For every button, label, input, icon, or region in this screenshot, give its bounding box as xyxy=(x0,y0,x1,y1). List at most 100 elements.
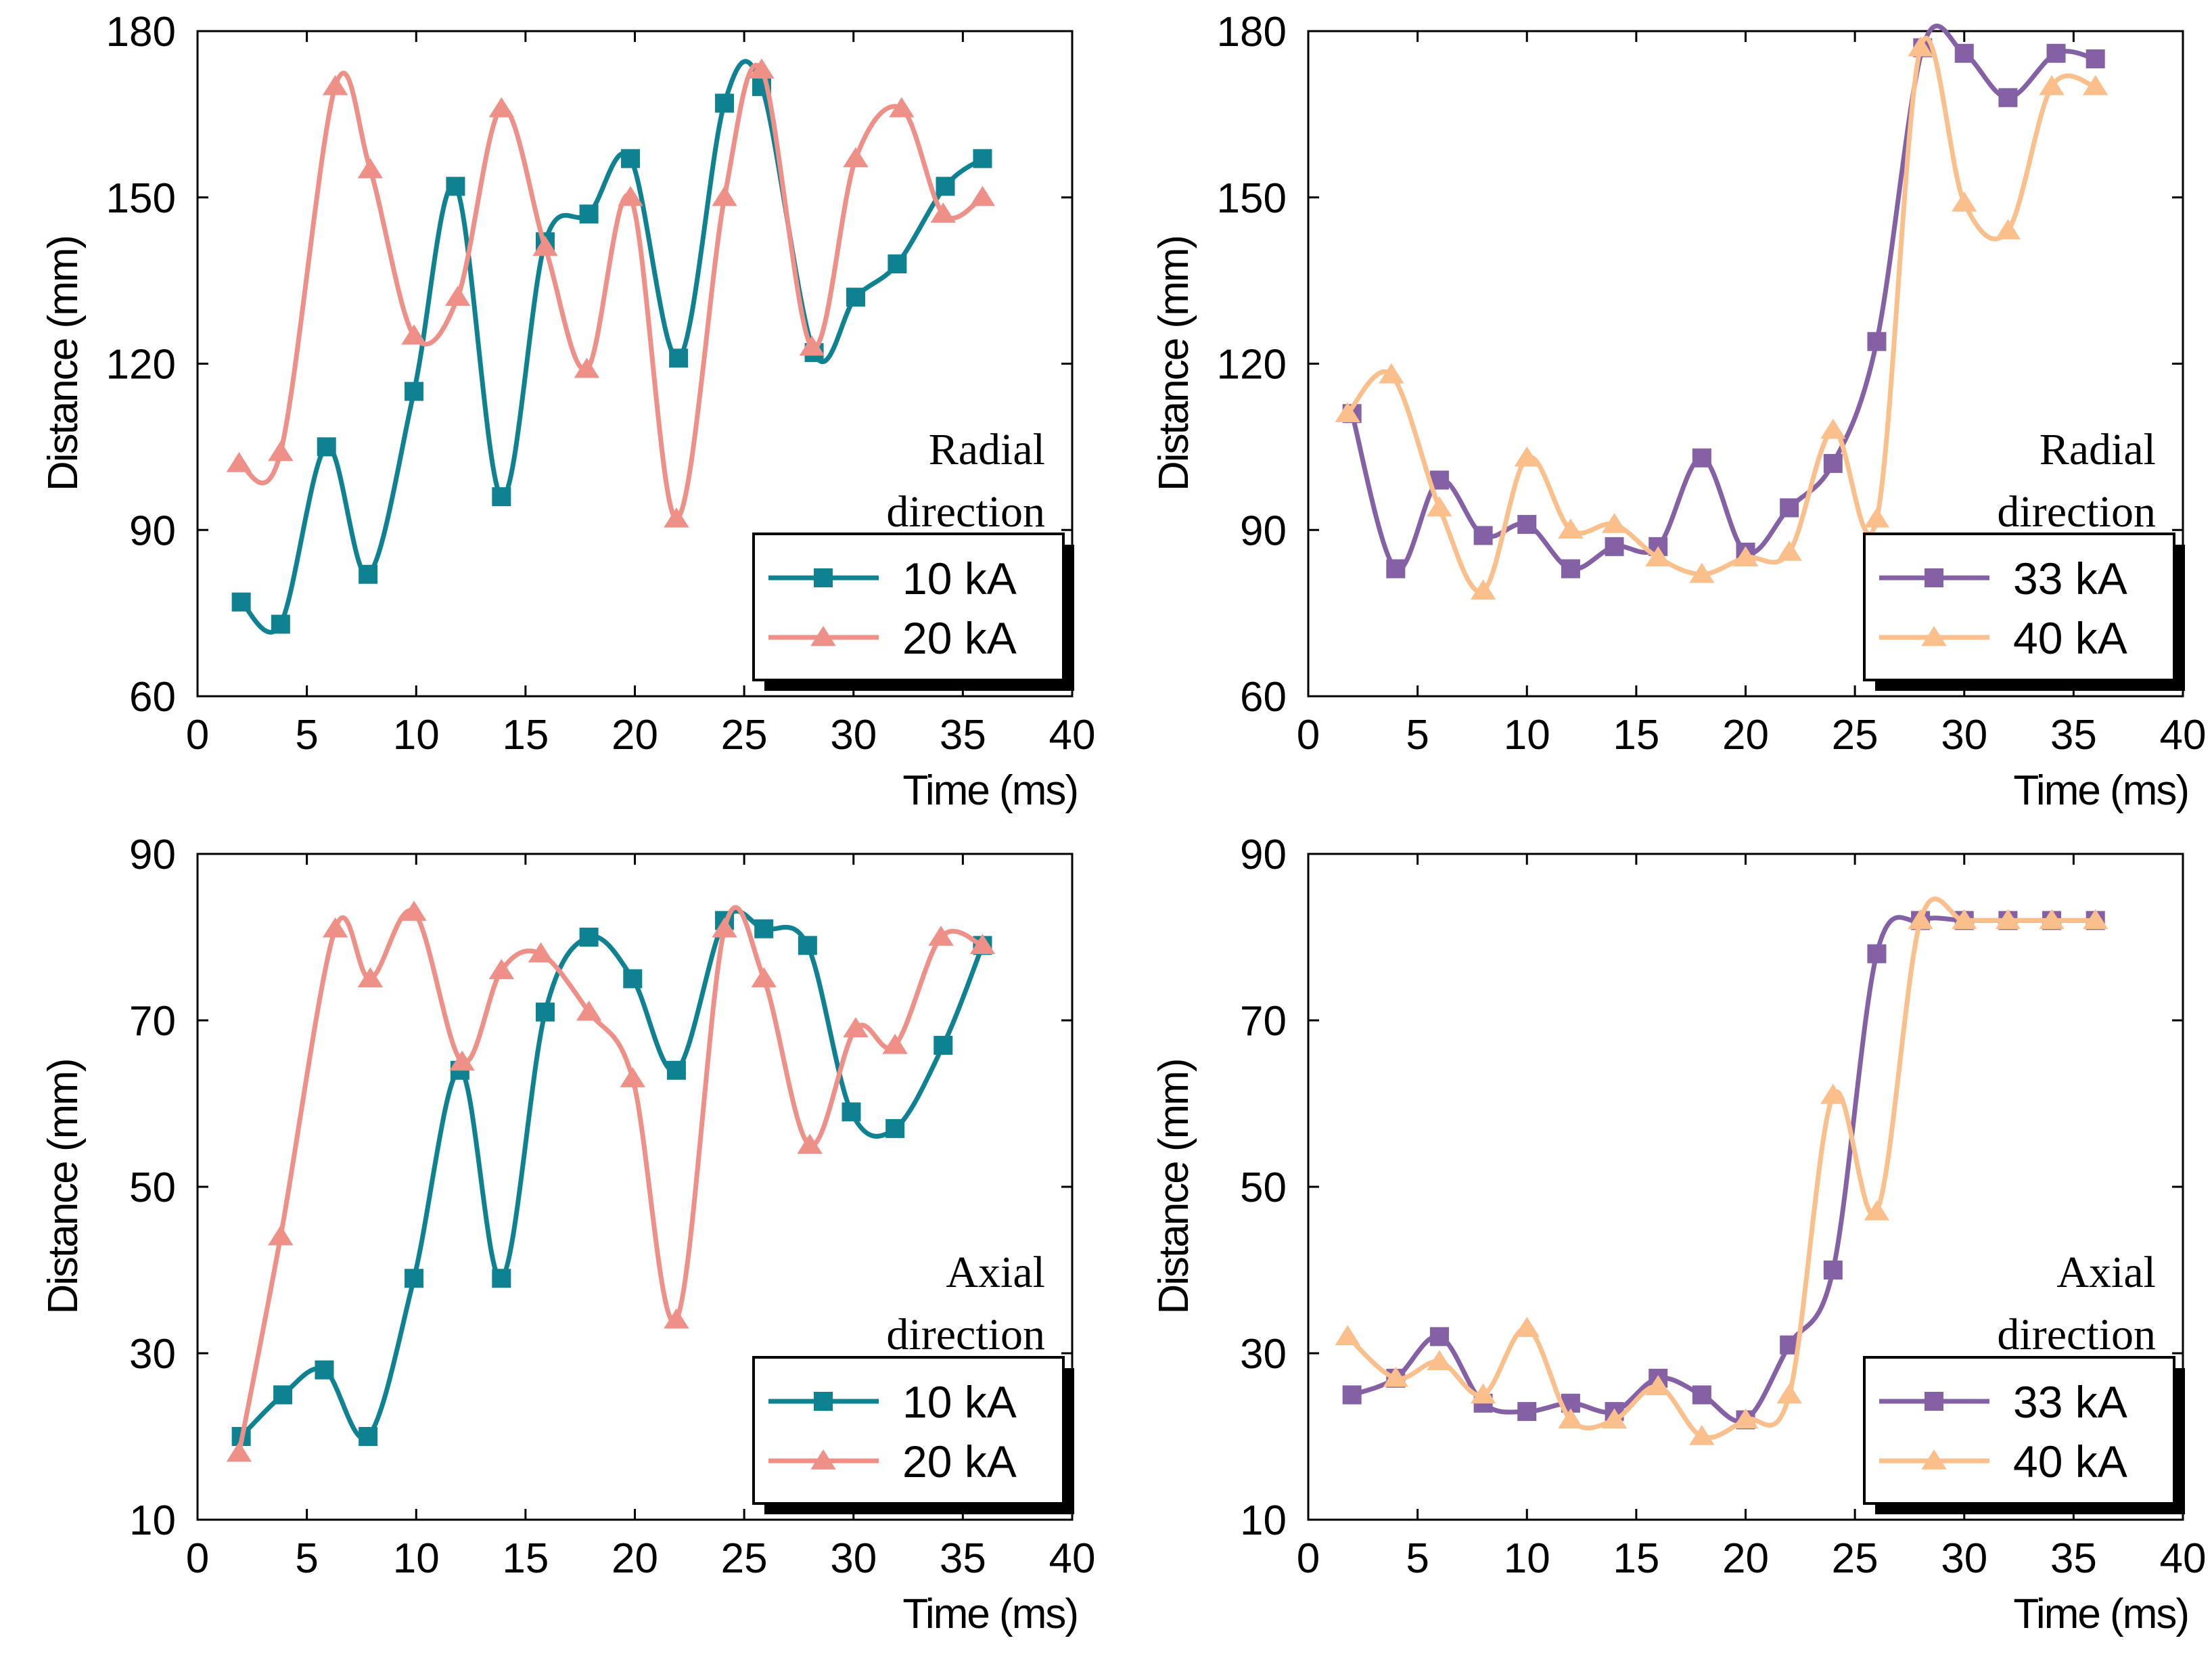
y-tick-label: 50 xyxy=(1240,1164,1287,1211)
y-tick-label: 90 xyxy=(129,832,176,878)
data-point xyxy=(1867,944,1887,964)
data-point xyxy=(799,335,825,356)
data-point xyxy=(231,592,251,612)
data-point xyxy=(754,919,774,938)
data-point xyxy=(405,382,424,401)
x-tick-label: 35 xyxy=(940,712,986,758)
data-point xyxy=(846,288,865,307)
data-point xyxy=(1470,579,1496,600)
x-tick-label: 10 xyxy=(393,712,440,758)
y-tick-label: 90 xyxy=(1240,832,1287,878)
data-point xyxy=(623,969,643,989)
x-tick-label: 30 xyxy=(1941,712,1987,758)
series-33-kA xyxy=(1342,911,2105,1430)
series-line xyxy=(1350,24,2096,572)
x-tick-label: 40 xyxy=(2160,1535,2207,1582)
data-point xyxy=(444,286,471,306)
data-point xyxy=(268,440,294,461)
data-point xyxy=(576,1000,602,1021)
x-tick-label: 40 xyxy=(1049,712,1096,758)
data-point xyxy=(1995,219,2021,240)
data-point xyxy=(2039,909,2065,930)
data-point xyxy=(2083,74,2109,95)
data-point xyxy=(1998,88,2018,108)
data-point xyxy=(574,357,600,378)
legend: 33 kA 40 kA xyxy=(1863,533,2185,691)
data-point xyxy=(1820,418,1846,439)
data-point xyxy=(712,185,737,206)
y-axis-title: Distance (mm) xyxy=(1151,1059,1197,1314)
data-point xyxy=(621,149,641,168)
x-tick-label: 20 xyxy=(1722,712,1769,758)
series-40-kA xyxy=(1335,36,2109,600)
data-point xyxy=(751,967,777,988)
legend: 33 kA 40 kA xyxy=(1863,1356,2185,1514)
data-point xyxy=(797,1133,823,1154)
data-point xyxy=(226,451,252,472)
direction-annotation: Axial direction xyxy=(1997,1248,2156,1359)
x-tick-label: 0 xyxy=(1297,1535,1320,1582)
x-tick-label: 0 xyxy=(186,712,209,758)
data-point xyxy=(1776,1383,1802,1404)
legend-marker xyxy=(1921,1449,1947,1470)
data-point xyxy=(1689,562,1715,583)
x-tick-label: 35 xyxy=(2050,712,2097,758)
x-tick-label: 5 xyxy=(295,712,318,758)
data-point xyxy=(1864,507,1890,528)
data-point xyxy=(273,1385,293,1405)
data-point xyxy=(401,324,427,345)
data-point xyxy=(930,202,956,223)
data-point xyxy=(882,1033,908,1054)
y-tick-label: 90 xyxy=(129,507,176,554)
data-point xyxy=(492,487,511,507)
data-point xyxy=(973,149,992,168)
y-tick-label: 60 xyxy=(129,674,176,721)
data-point xyxy=(446,177,465,196)
y-tick-label: 10 xyxy=(1240,1497,1287,1544)
data-point xyxy=(268,1225,294,1246)
annotation-line: direction xyxy=(886,1310,1045,1359)
annotation-line: Radial xyxy=(929,425,1045,474)
data-point xyxy=(405,1269,424,1288)
data-point xyxy=(1383,1366,1408,1387)
data-point xyxy=(715,93,735,113)
data-point xyxy=(488,959,515,979)
series-20-kA xyxy=(226,901,996,1462)
series-20-kA xyxy=(226,58,996,528)
data-point xyxy=(928,926,954,946)
data-point xyxy=(1335,402,1360,422)
y-tick-label: 180 xyxy=(1217,9,1287,55)
data-point xyxy=(1427,496,1452,517)
data-point xyxy=(1780,498,1799,518)
series-line xyxy=(1345,897,2096,1441)
data-point xyxy=(1473,526,1493,545)
data-point xyxy=(1335,1325,1360,1346)
legend-label: 40 kA xyxy=(2013,1436,2127,1487)
data-point xyxy=(1558,1408,1584,1429)
data-point xyxy=(359,564,378,584)
x-tick-label: 20 xyxy=(612,1535,658,1582)
x-tick-label: 30 xyxy=(830,1535,877,1582)
data-point xyxy=(666,1060,686,1080)
legend-label: 40 kA xyxy=(2013,613,2127,663)
series-line xyxy=(238,62,984,522)
data-point xyxy=(2083,909,2109,930)
data-point xyxy=(618,185,643,206)
data-point xyxy=(936,177,955,196)
data-point xyxy=(1692,448,1711,468)
data-point xyxy=(315,1360,334,1380)
x-tick-label: 15 xyxy=(1613,712,1659,758)
data-point xyxy=(532,235,558,256)
data-point xyxy=(1427,1350,1452,1371)
data-point xyxy=(1732,546,1759,566)
data-point xyxy=(271,614,290,634)
legend-box xyxy=(752,1356,1065,1505)
chart-panel-top-left: 0 5 10 15 20 25 30 35 40 60 90 120 150 180 Time (ms) Di… xyxy=(40,9,1095,814)
data-point xyxy=(359,1427,378,1446)
data-point xyxy=(1995,909,2021,930)
x-axis-title: Time (ms) xyxy=(902,1591,1078,1637)
legend-label: 33 kA xyxy=(2013,1377,2127,1427)
data-point xyxy=(322,74,348,95)
data-point xyxy=(798,936,817,955)
x-tick-label: 0 xyxy=(186,1535,209,1582)
